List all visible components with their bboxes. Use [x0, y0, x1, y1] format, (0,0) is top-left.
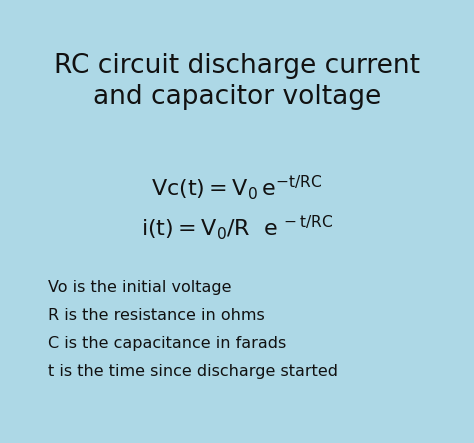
Text: C is the capacitance in farads: C is the capacitance in farads [48, 336, 286, 351]
Text: $\mathsf{i(t) = V_0/R\ \ e^{\,-t/RC}}$: $\mathsf{i(t) = V_0/R\ \ e^{\,-t/RC}}$ [141, 214, 333, 242]
Text: $\mathsf{Vc(t) = V_0\,e^{-t/RC}}$: $\mathsf{Vc(t) = V_0\,e^{-t/RC}}$ [151, 174, 323, 202]
Text: R is the resistance in ohms: R is the resistance in ohms [48, 308, 265, 323]
Text: RC circuit discharge current
and capacitor voltage: RC circuit discharge current and capacit… [54, 53, 420, 110]
Text: t is the time since discharge started: t is the time since discharge started [48, 364, 338, 379]
Text: Vo is the initial voltage: Vo is the initial voltage [48, 280, 231, 295]
